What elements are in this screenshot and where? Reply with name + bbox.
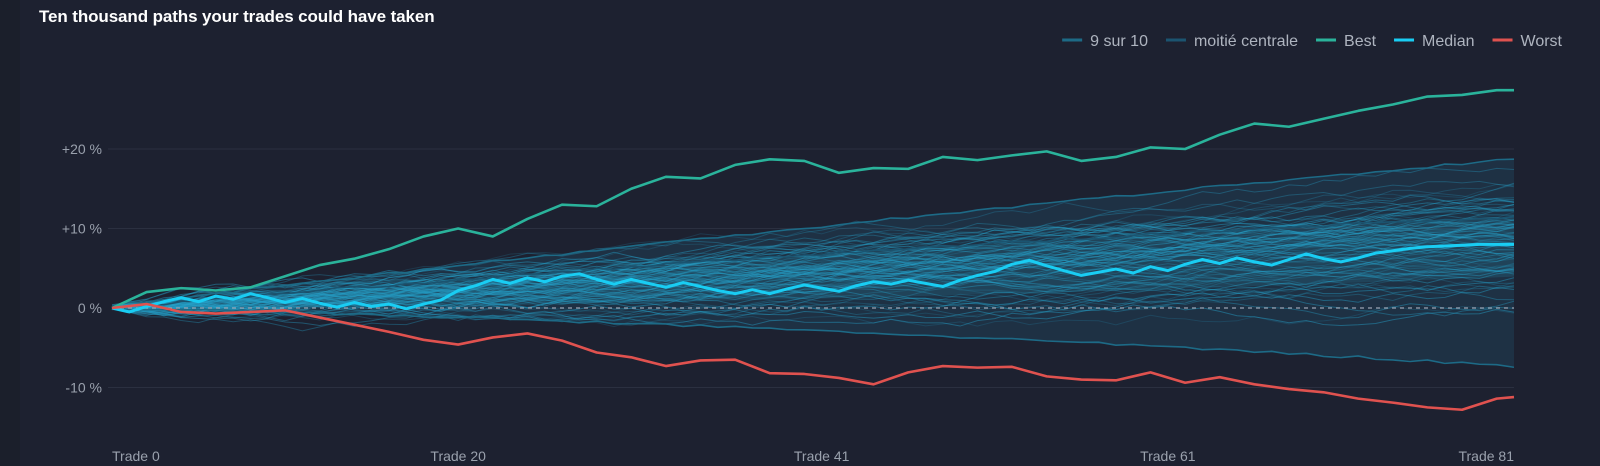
simulated-path bbox=[112, 219, 1514, 309]
simulated-path bbox=[112, 243, 1514, 332]
simulated-path bbox=[112, 222, 1514, 312]
simulated-path bbox=[112, 225, 1514, 311]
simulated-path bbox=[112, 215, 1514, 309]
simulated-path bbox=[112, 249, 1514, 310]
simulated-path bbox=[112, 194, 1514, 309]
series-line-median bbox=[111, 242, 1514, 314]
simulated-path bbox=[112, 219, 1514, 311]
simulated-path bbox=[112, 203, 1514, 309]
simulated-path bbox=[112, 231, 1514, 312]
x-tick-label: Trade 61 bbox=[1140, 448, 1196, 464]
x-tick-label: Trade 20 bbox=[430, 448, 486, 464]
simulated-path bbox=[112, 183, 1514, 312]
simulated-path bbox=[112, 260, 1514, 322]
simulated-path bbox=[112, 264, 1514, 309]
simulated-path bbox=[112, 216, 1514, 324]
simulated-path bbox=[112, 219, 1514, 310]
simulated-path bbox=[112, 199, 1514, 309]
simulated-path bbox=[112, 258, 1514, 316]
simulated-path bbox=[112, 241, 1514, 309]
simulated-path bbox=[112, 235, 1514, 318]
inner-band bbox=[112, 216, 1514, 311]
simulated-path bbox=[112, 248, 1514, 309]
band-edge-line bbox=[112, 215, 1514, 310]
legend-label: moitié centrale bbox=[1194, 33, 1298, 50]
simulated-path bbox=[112, 198, 1514, 309]
simulated-path bbox=[112, 225, 1514, 318]
simulated-path bbox=[112, 243, 1514, 309]
x-tick-labels: Trade 0 Trade 20 Trade 41 Trade 61 Trade 81 bbox=[112, 448, 1514, 464]
simulated-path bbox=[112, 290, 1514, 321]
legend-label: Worst bbox=[1521, 33, 1563, 50]
simulated-path bbox=[112, 232, 1514, 310]
simulated-path bbox=[112, 219, 1514, 309]
legend-label: 9 sur 10 bbox=[1090, 33, 1148, 50]
y-tick-labels: +20 % +10 % 0 % -10 % bbox=[62, 141, 102, 396]
simulated-path bbox=[112, 208, 1514, 309]
simulated-path bbox=[112, 283, 1514, 316]
series-line-worst bbox=[111, 302, 1515, 412]
simulated-path bbox=[112, 263, 1514, 309]
simulated-path bbox=[112, 229, 1514, 314]
simulated-path bbox=[112, 262, 1514, 319]
simulated-path bbox=[112, 258, 1514, 310]
chart-panel bbox=[20, 0, 1600, 466]
simulated-path bbox=[112, 305, 1514, 328]
simulated-path bbox=[112, 262, 1514, 309]
simulated-path bbox=[112, 284, 1514, 318]
simulated-path bbox=[112, 210, 1514, 311]
simulated-path bbox=[112, 248, 1514, 310]
simulated-path bbox=[112, 203, 1514, 317]
simulated-path bbox=[112, 203, 1514, 309]
simulated-path bbox=[112, 222, 1514, 309]
band-edge-line bbox=[112, 306, 1514, 369]
band-edge-line bbox=[112, 158, 1514, 306]
simulated-path bbox=[112, 227, 1514, 310]
simulated-path bbox=[112, 223, 1514, 317]
simulated-path bbox=[112, 267, 1514, 309]
simulated-path bbox=[112, 224, 1514, 314]
simulated-path bbox=[112, 224, 1514, 309]
simulated-path bbox=[112, 182, 1514, 309]
y-tick-label: -10 % bbox=[65, 380, 102, 396]
legend-label: Median bbox=[1422, 33, 1474, 50]
x-tick-label: Trade 0 bbox=[112, 448, 160, 464]
chart-title: Ten thousand paths your trades could hav… bbox=[39, 7, 435, 26]
simulated-path bbox=[112, 207, 1514, 315]
simulated-path bbox=[112, 189, 1514, 309]
simulated-path bbox=[112, 214, 1514, 313]
simulated-path bbox=[112, 256, 1514, 309]
simulated-path bbox=[112, 226, 1514, 317]
outer-band bbox=[112, 159, 1514, 367]
inner-band-area bbox=[112, 216, 1514, 311]
simulated-path bbox=[112, 255, 1514, 309]
y-tick-label: +10 % bbox=[62, 221, 102, 237]
simulated-path bbox=[112, 183, 1514, 315]
simulated-path bbox=[112, 180, 1514, 311]
simulated-path bbox=[112, 221, 1514, 309]
series-line-best bbox=[111, 88, 1514, 310]
simulated-path bbox=[112, 167, 1514, 309]
simulated-path bbox=[112, 197, 1514, 309]
simulated-path bbox=[112, 208, 1514, 312]
simulated-path bbox=[112, 253, 1514, 309]
outer-band-area bbox=[112, 159, 1514, 367]
legend: Worst Median Best moitié centrale 9 sur 10 bbox=[1062, 33, 1563, 50]
simulated-path bbox=[112, 240, 1514, 313]
simulated-path bbox=[112, 211, 1514, 309]
legend-label: Best bbox=[1344, 33, 1377, 50]
simulated-path bbox=[112, 240, 1514, 314]
x-tick-label: Trade 41 bbox=[794, 448, 850, 464]
x-tick-label: Trade 81 bbox=[1458, 448, 1514, 464]
y-tick-label: +20 % bbox=[62, 141, 102, 157]
simulated-path bbox=[112, 271, 1514, 314]
series-lines bbox=[111, 88, 1515, 412]
y-tick-label: 0 % bbox=[78, 300, 102, 316]
